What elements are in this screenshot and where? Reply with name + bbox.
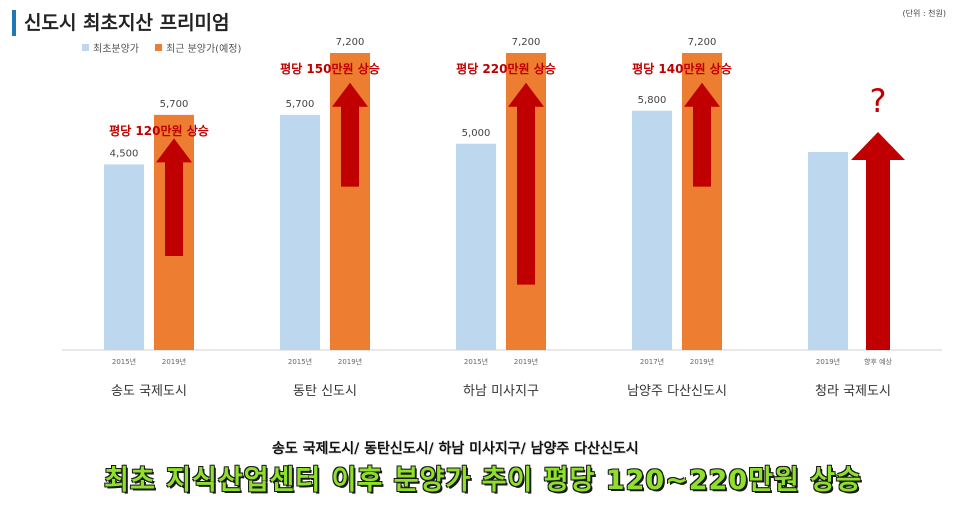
tick-label-2-0: 2015년	[464, 357, 488, 366]
data-label-3-1: 7,200	[688, 37, 717, 48]
bar-2-0	[456, 143, 496, 350]
tick-label-1-0: 2015년	[288, 357, 312, 366]
tick-label-0-0: 2015년	[112, 357, 136, 366]
data-label-2-1: 7,200	[512, 37, 541, 48]
future-arrow	[851, 132, 905, 350]
data-label-0-0: 4,500	[110, 148, 139, 159]
bar-3-0	[632, 110, 672, 350]
rise-arrow-2	[508, 82, 544, 285]
tick-label-2-1: 2019년	[514, 357, 538, 366]
headline: 최초 지식산업센터 이후 분양가 추이 평당 120~220만원 상승	[104, 465, 862, 496]
group-label-0: 송도 국제도시	[111, 384, 187, 399]
rise-annotation-0: 평당 120만원 상승	[109, 123, 209, 138]
unit-note: (단위 : 천원)	[902, 9, 946, 18]
tick-label-future: 향후 예상	[864, 357, 893, 366]
tick-label-0-1: 2019년	[162, 357, 186, 366]
rise-annotation-2: 평당 220만원 상승	[456, 61, 556, 76]
data-label-1-1: 7,200	[336, 37, 365, 48]
data-label-2-0: 5,000	[462, 128, 491, 139]
data-label-1-0: 5,700	[286, 99, 315, 110]
legend-item-recent: 최근 분양가(예정)	[155, 40, 241, 55]
rise-arrow-3	[684, 82, 720, 187]
data-label-3-0: 5,800	[638, 95, 667, 106]
data-label-0-1: 5,700	[160, 99, 189, 110]
future-question-mark: ?	[870, 82, 887, 120]
rise-annotation-3: 평당 140만원 상승	[632, 61, 732, 76]
title-accent-bar	[12, 10, 16, 36]
legend-item-initial: 최초분양가	[82, 40, 139, 55]
tick-label-1-1: 2019년	[338, 357, 362, 366]
rise-arrow-1	[332, 82, 368, 187]
cities-caption: 송도 국제도시/ 동탄신도시/ 하남 미사지구/ 남양주 다산신도시	[272, 441, 639, 457]
legend: 최초분양가 최근 분양가(예정)	[82, 40, 241, 55]
bar-4-0	[808, 152, 848, 350]
rise-arrow-0	[156, 138, 192, 256]
bar-0-0	[104, 164, 144, 350]
legend-label-recent: 최근 분양가(예정)	[166, 44, 242, 55]
tick-label-3-1: 2019년	[690, 357, 714, 366]
group-label-2: 하남 미사지구	[463, 384, 539, 399]
group-label-1: 동탄 신도시	[293, 384, 357, 399]
legend-swatch-recent	[155, 44, 162, 51]
legend-label-initial: 최초분양가	[93, 44, 139, 55]
chart-title: 신도시 최초지산 프리미엄	[24, 12, 230, 34]
legend-swatch-initial	[82, 44, 89, 51]
rise-annotation-1: 평당 150만원 상승	[280, 61, 380, 76]
group-label-4: 청라 국제도시	[815, 384, 891, 399]
group-label-3: 남양주 다산신도시	[627, 384, 727, 399]
tick-label-3-0: 2017년	[640, 357, 664, 366]
bar-1-0	[280, 114, 320, 350]
tick-label-4-0: 2019년	[816, 357, 840, 366]
